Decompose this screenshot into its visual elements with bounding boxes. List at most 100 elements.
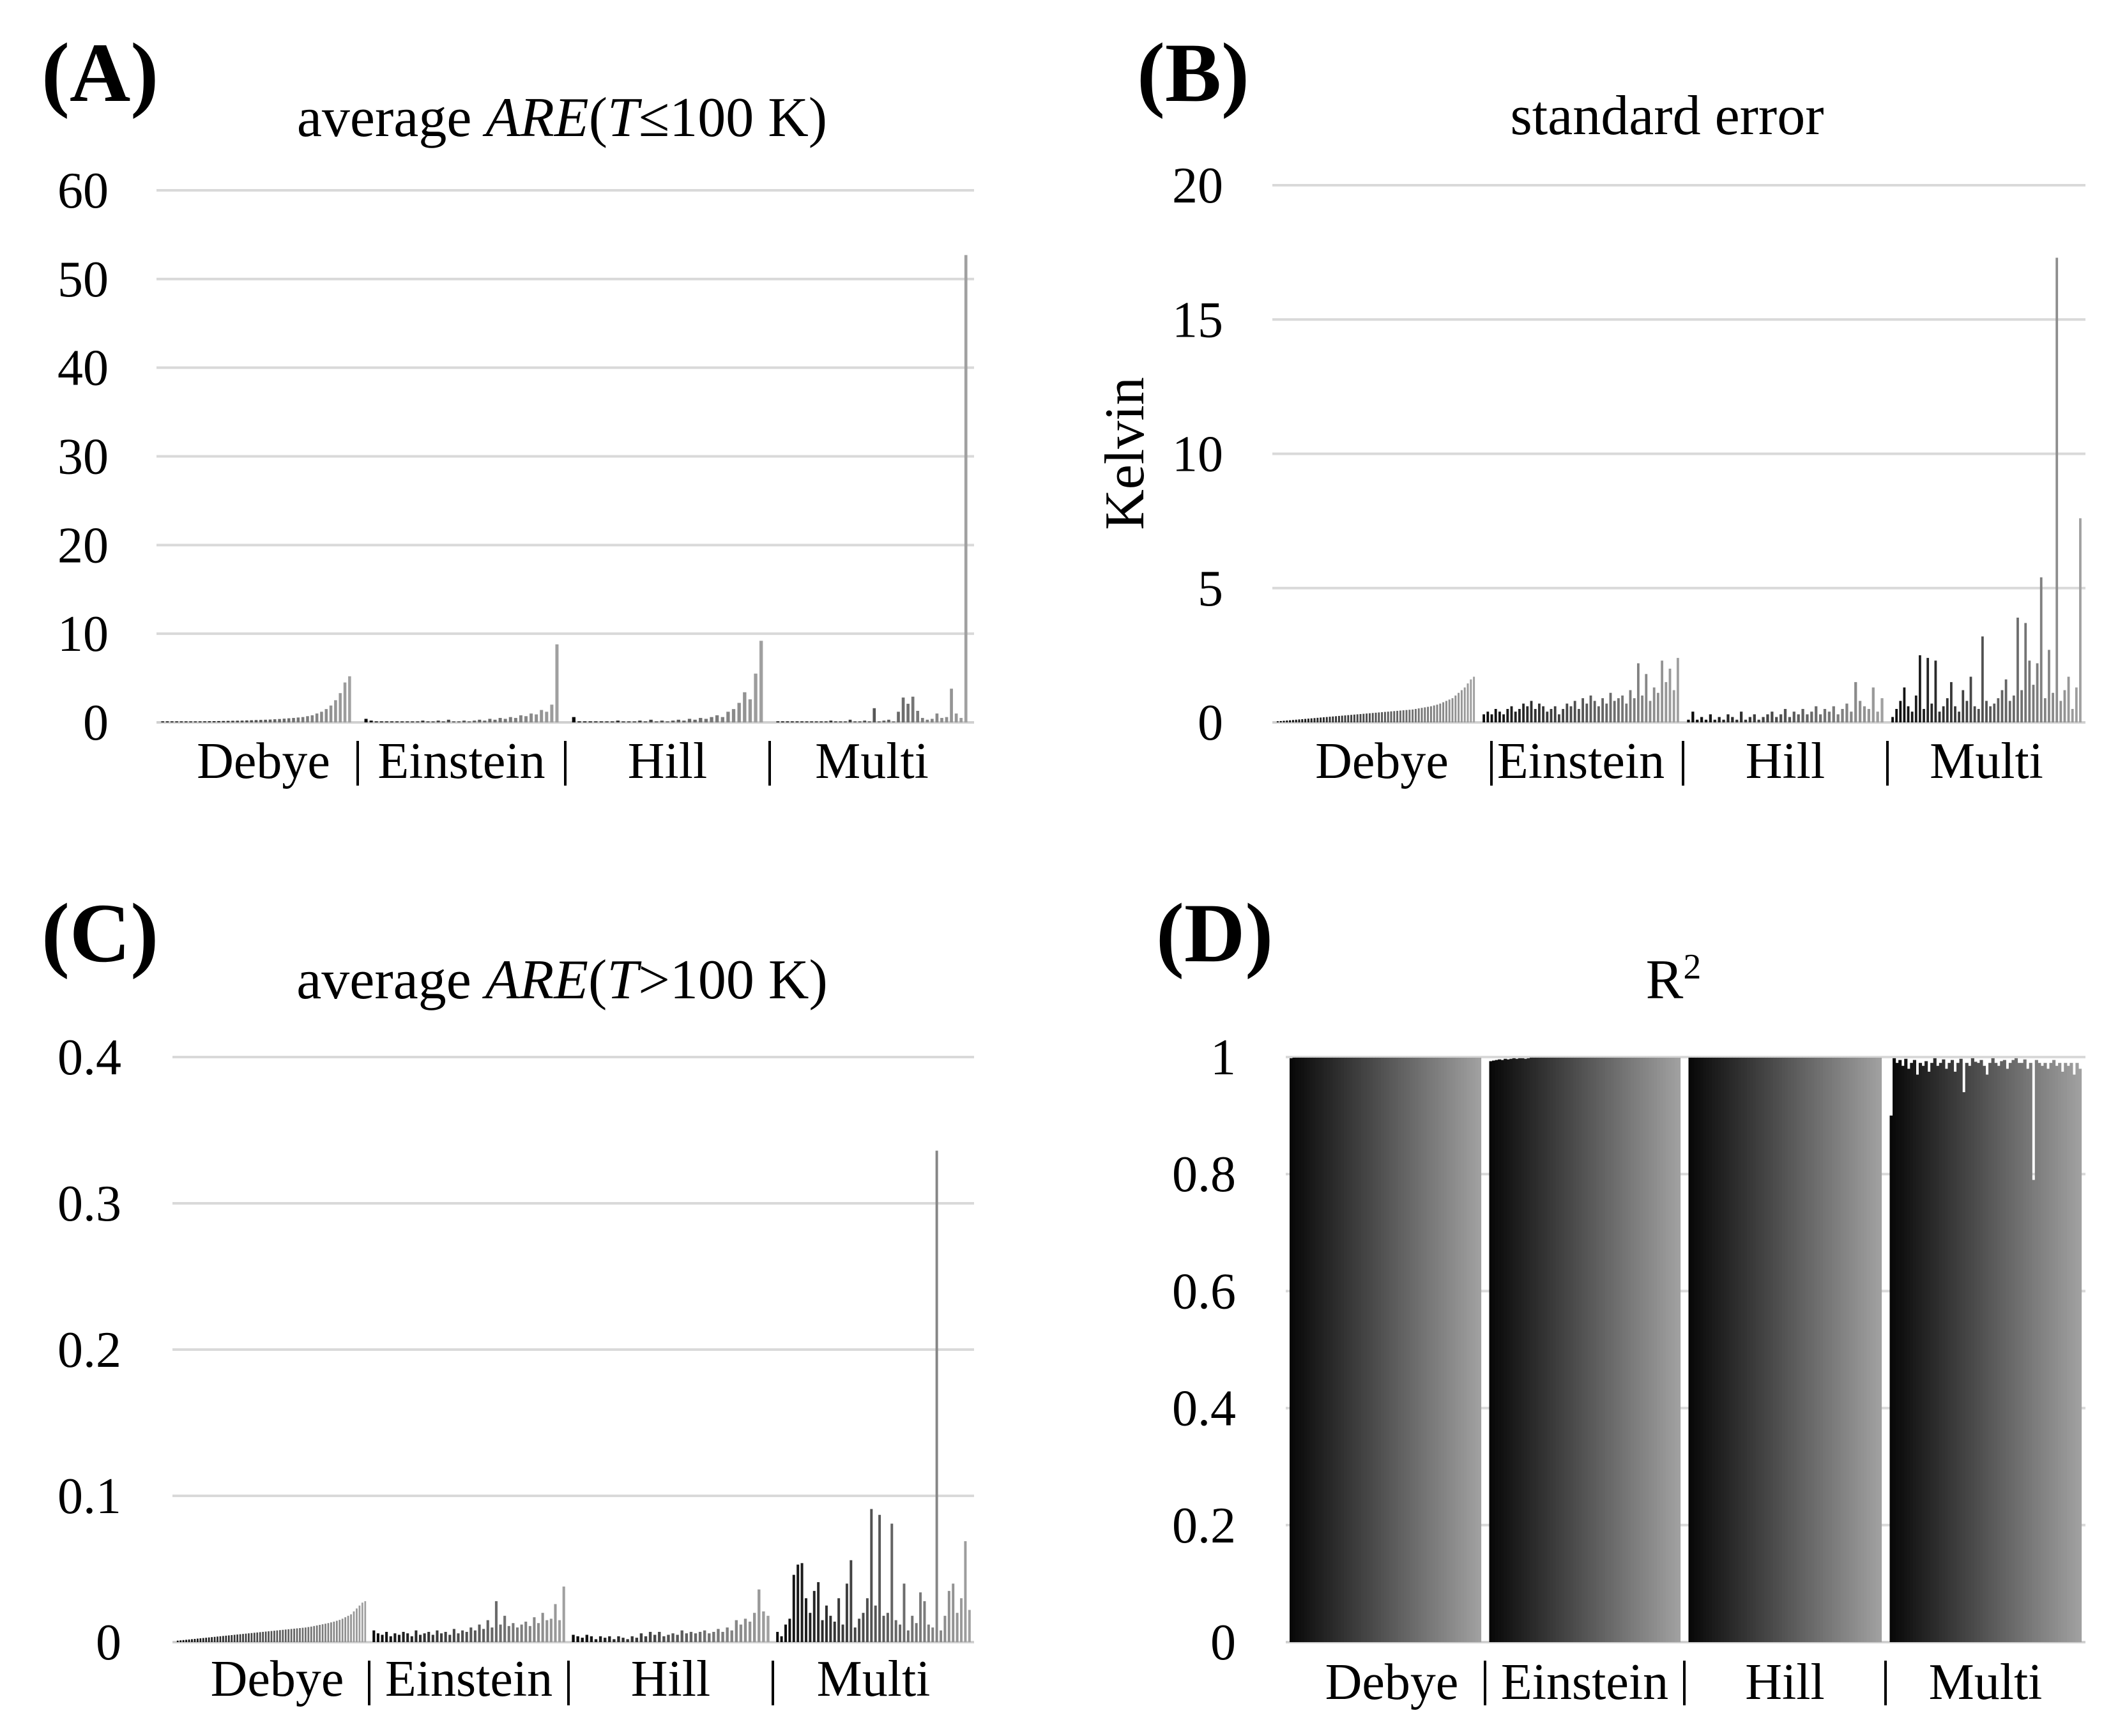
bar-hill: [715, 715, 719, 722]
bar-hill: [1776, 1057, 1779, 1642]
bar-debye: [278, 1630, 281, 1642]
bar-debye: [1396, 710, 1399, 722]
bar-hill: [748, 699, 752, 722]
bar-multi: [1921, 1065, 1925, 1642]
panel-letter-A: (A): [42, 26, 158, 119]
bar-einstein: [503, 1615, 507, 1642]
bar-einstein: [473, 720, 476, 722]
bar-multi: [800, 1563, 804, 1642]
bar-debye: [1415, 1057, 1419, 1642]
bar-debye: [353, 1611, 355, 1642]
bar-einstein: [462, 720, 466, 722]
bar-multi: [845, 1583, 848, 1642]
bar-multi: [945, 717, 949, 722]
bar-multi: [1947, 1063, 1951, 1642]
y-tick-label: 20: [1172, 158, 1223, 214]
bar-hill: [1871, 687, 1875, 722]
bar-multi: [865, 1598, 869, 1642]
bar-debye: [1344, 715, 1346, 722]
bar-einstein: [1674, 1057, 1678, 1642]
bar-debye: [1472, 1057, 1476, 1642]
bar-hill: [671, 720, 675, 722]
bar-hill: [689, 1631, 693, 1642]
bar-debye: [287, 1629, 290, 1642]
y-tick-label: 50: [57, 252, 109, 308]
bar-debye: [1360, 1057, 1364, 1642]
bar-debye: [191, 1639, 193, 1642]
bar-einstein: [389, 1636, 392, 1642]
bar-debye: [1309, 1057, 1313, 1642]
bar-debye: [227, 1635, 230, 1642]
bar-multi: [2006, 1069, 2009, 1642]
bar-debye: [199, 1638, 202, 1642]
bar-debye: [1306, 1057, 1310, 1642]
bar-hill: [758, 1589, 761, 1642]
bar-multi: [2075, 687, 2078, 722]
bar-debye: [1366, 1057, 1370, 1642]
bar-hill: [1704, 719, 1708, 722]
bar-hill: [1755, 1057, 1759, 1642]
bar-hill: [766, 1615, 770, 1642]
bar-hill: [712, 1631, 715, 1642]
bar-multi: [877, 721, 881, 722]
bar-debye: [1298, 1057, 1302, 1642]
bar-debye: [254, 720, 258, 722]
bar-hill: [1850, 712, 1853, 722]
bar-einstein: [1608, 1057, 1612, 1642]
bar-debye: [1469, 1057, 1473, 1642]
bar-einstein: [1514, 712, 1517, 722]
bar-hill: [748, 1621, 752, 1642]
bar-hill: [743, 692, 747, 722]
bar-debye: [1449, 1057, 1453, 1642]
y-tick-label: 30: [57, 429, 109, 485]
bar-debye: [321, 1624, 324, 1642]
bar-multi: [1916, 1074, 1919, 1642]
bar-einstein: [503, 719, 507, 722]
bar-hill: [1831, 1057, 1835, 1642]
category-label-debye: Debye: [211, 1651, 344, 1707]
bar-debye: [1412, 1057, 1416, 1642]
y-tick-label: 0: [1210, 1615, 1236, 1671]
bar-multi: [923, 1601, 926, 1642]
bar-multi: [819, 721, 823, 722]
bar-hill: [1713, 719, 1716, 722]
bar-einstein: [520, 1624, 523, 1642]
bar-multi: [2011, 1060, 2015, 1642]
bar-multi: [935, 1150, 938, 1642]
bar-debye: [222, 1636, 224, 1642]
bar-debye: [358, 1605, 361, 1642]
bar-hill: [1729, 1057, 1733, 1642]
bar-hill: [1705, 1057, 1710, 1642]
bar-debye: [205, 1638, 208, 1642]
bar-einstein: [406, 1633, 409, 1642]
bar-multi: [780, 1636, 783, 1642]
bar-einstein: [385, 1631, 388, 1642]
bar-einstein: [1530, 701, 1533, 722]
bar-debye: [1312, 1057, 1316, 1642]
bar-hill: [1880, 698, 1884, 722]
bar-multi: [853, 721, 857, 722]
bar-hill: [1781, 1057, 1786, 1642]
bar-multi: [839, 721, 842, 722]
bar-multi: [1891, 717, 1894, 722]
bar-debye: [268, 719, 272, 722]
bar-einstein: [533, 1617, 536, 1642]
bar-einstein: [1521, 1058, 1525, 1642]
bar-einstein: [1589, 695, 1592, 722]
bar-einstein: [478, 719, 482, 722]
bar-hill: [726, 712, 730, 722]
bar-hill: [1691, 1057, 1695, 1642]
bar-hill: [1832, 706, 1835, 722]
bar-multi: [2079, 518, 2082, 722]
bar-multi: [804, 1598, 807, 1642]
bar-debye: [1383, 1057, 1387, 1642]
bar-debye: [196, 1638, 199, 1642]
bar-multi: [1914, 695, 1917, 722]
bar-einstein: [1578, 1057, 1583, 1642]
category-label-debye: Debye: [1315, 733, 1449, 789]
y-tick-label: 0.8: [1172, 1146, 1236, 1203]
bar-hill: [739, 1624, 743, 1642]
panel-title-A: average ARE(T≤100 K): [297, 87, 827, 149]
bar-einstein: [461, 1630, 464, 1642]
bar-einstein: [1587, 1057, 1591, 1642]
